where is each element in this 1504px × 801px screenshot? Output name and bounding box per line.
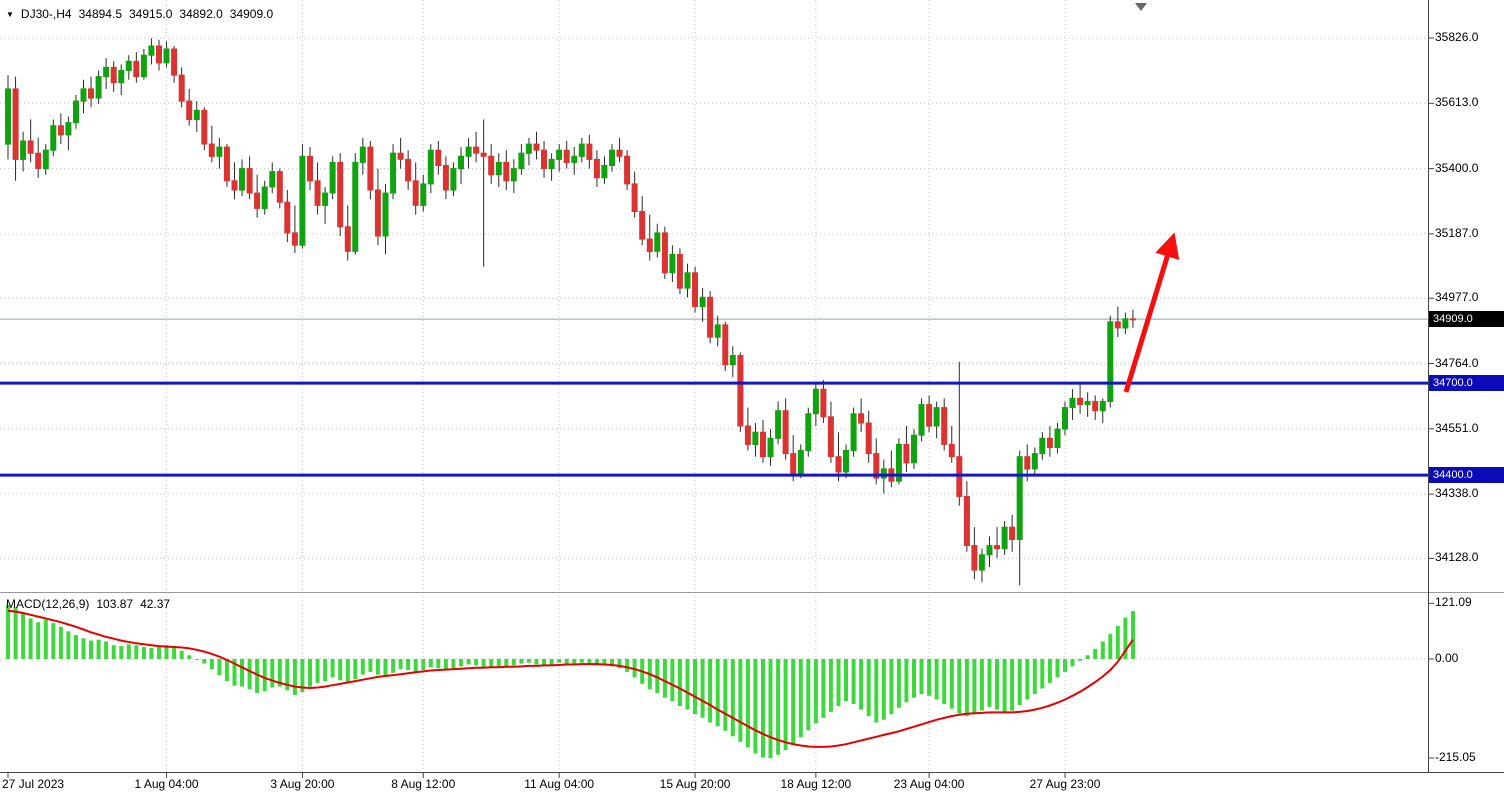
macd-main-value: 103.87: [96, 597, 134, 611]
candles-layer: [5, 38, 1136, 586]
price-axis-label: 34338.0: [1435, 486, 1479, 501]
time-axis-label: 1 Aug 04:00: [134, 777, 199, 791]
ohlc-high-value: 34915.0: [129, 7, 173, 21]
grid-layer: [0, 0, 1428, 772]
macd-signal-line: [7, 609, 1134, 748]
macd-readout: MACD(12,26,9) 103.87 42.37: [6, 597, 170, 611]
time-axis-label: 11 Aug 04:00: [524, 777, 595, 791]
macd-histogram: [6, 604, 1135, 758]
time-axis[interactable]: 27 Jul 2023 1 Aug 04:00 3 Aug 20:00 8 Aug 1…: [0, 773, 1428, 801]
macd-axis-label: 121.09: [1435, 595, 1472, 610]
chart-shift-marker-icon: [1135, 3, 1147, 11]
price-axis[interactable]: 34909.0 34700.0 34400.0 35826.0 35613.0 35…: [1429, 0, 1504, 772]
price-axis-label: 35613.0: [1435, 95, 1479, 110]
axis-frame: [0, 0, 1504, 778]
macd-axis-label: 0.00: [1435, 650, 1459, 665]
price-axis-label: 35826.0: [1435, 30, 1479, 44]
ohlc-close-value: 34909.0: [229, 7, 274, 21]
macd-label: MACD(12,26,9): [6, 597, 90, 611]
price-axis-label: 35400.0: [1435, 160, 1479, 175]
time-axis-label: 27 Aug 23:00: [1029, 777, 1101, 791]
price-axis-label: 34128.0: [1435, 550, 1479, 565]
level-badge-34400: 34400.0: [1429, 467, 1504, 484]
price-axis-label: 34977.0: [1435, 290, 1479, 305]
time-axis-label: 18 Aug 12:00: [780, 777, 852, 791]
support-resistance-lines[interactable]: [0, 381, 1428, 477]
price-axis-label: 34551.0: [1435, 420, 1479, 435]
macd-signal-value: 42.37: [140, 597, 171, 611]
price-axis-label: 35187.0: [1435, 225, 1479, 240]
time-axis-label: 8 Aug 12:00: [391, 777, 456, 791]
ohlc-open-value: 34894.5: [78, 7, 122, 21]
symbol-dropdown-triangle-icon: ▼: [6, 9, 14, 19]
level-badge-34700: 34700.0: [1429, 375, 1504, 392]
trend-arrow[interactable]: [1123, 232, 1180, 393]
ohlc-low-value: 34892.0: [179, 7, 223, 21]
time-axis-label: 23 Aug 04:00: [893, 777, 965, 791]
price-axis-label: 34764.0: [1435, 355, 1479, 370]
macd-axis-label: -215.05: [1435, 749, 1476, 764]
symbol-ohlc-readout: ▼ DJ30-,H4 34894.5 34915.0 34892.0 34909…: [6, 7, 273, 21]
time-axis-label: 15 Aug 20:00: [659, 777, 731, 791]
symbol-period-label: DJ30-,H4: [20, 7, 72, 21]
time-axis-label: 3 Aug 20:00: [270, 777, 335, 791]
current-price-badge: 34909.0: [1429, 311, 1504, 328]
time-axis-label: 27 Jul 2023: [2, 777, 65, 791]
